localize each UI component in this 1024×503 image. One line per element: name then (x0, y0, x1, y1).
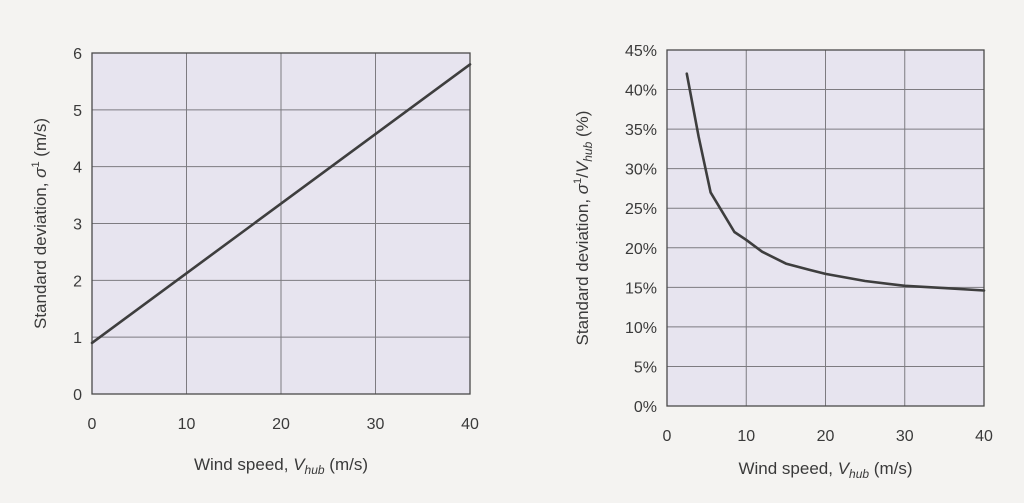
left-series-line-0 (90, 63, 472, 345)
right-ytick-label-2: 10% (625, 320, 657, 337)
left-x-axis-label: Wind speed, Vhub (m/s) (194, 455, 368, 477)
right-ytick-label-0: 0% (634, 399, 657, 416)
right-ytick-label-4: 20% (625, 241, 657, 258)
right-xtick-label-2: 20 (817, 428, 835, 445)
right-ytick-label-3: 15% (625, 280, 657, 297)
left-xtick-label-0: 0 (88, 416, 97, 433)
right-xtick-label-1: 10 (737, 428, 755, 445)
left-ytick-label-5: 5 (73, 103, 82, 120)
right-ytick-label-7: 35% (625, 122, 657, 139)
right-x-axis-label: Wind speed, Vhub (m/s) (738, 459, 912, 481)
left-ytick-label-3: 3 (73, 217, 82, 234)
left-xtick-label-3: 30 (367, 416, 385, 433)
right-ytick-label-5: 25% (625, 201, 657, 218)
left-xtick-label-4: 40 (461, 416, 479, 433)
right-xtick-label-3: 30 (896, 428, 914, 445)
left-ytick-label-2: 2 (73, 273, 82, 290)
left-plot-frame (91, 52, 471, 395)
left-ytick-label-6: 6 (73, 46, 82, 63)
right-series-line-0 (685, 72, 986, 292)
left-ytick-label-4: 4 (73, 160, 82, 177)
right-y-axis-label: Standard deviation, σ1/Vhub (%) (572, 111, 595, 346)
left-xtick-label-2: 20 (272, 416, 290, 433)
right-ytick-label-1: 5% (634, 359, 657, 376)
left-ytick-label-1: 1 (73, 330, 82, 347)
left-xtick-label-1: 10 (178, 416, 196, 433)
right-plot-frame (666, 49, 985, 407)
left-y-axis-label: Standard deviation, σ1 (m/s) (30, 118, 50, 329)
left-ytick-label-0: 0 (73, 387, 82, 404)
right-xtick-label-0: 0 (663, 428, 672, 445)
right-ytick-label-8: 40% (625, 83, 657, 100)
right-ytick-label-6: 30% (625, 162, 657, 179)
right-xtick-label-4: 40 (975, 428, 993, 445)
right-ytick-label-9: 45% (625, 43, 657, 60)
